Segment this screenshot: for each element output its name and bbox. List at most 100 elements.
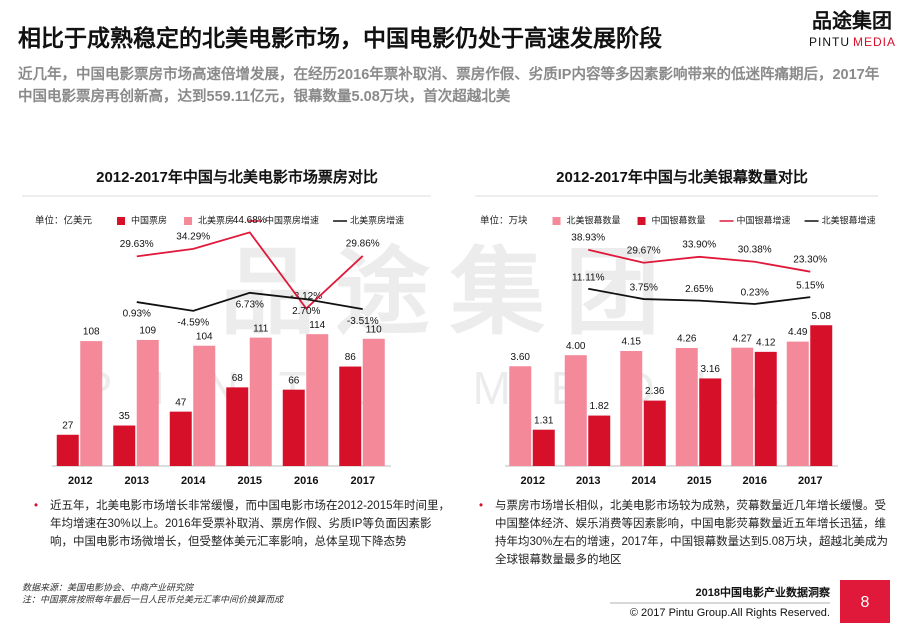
data-label: 5.08 (812, 311, 832, 322)
data-label: 108 (83, 327, 100, 338)
data-label: 29.63% (120, 239, 154, 250)
line (588, 248, 811, 273)
logo: PINTU (809, 35, 850, 49)
data-label: 4.00 (566, 341, 586, 352)
data-label: 2.65% (685, 284, 713, 295)
legend-label: 中国票房增速 (265, 214, 319, 225)
legend-label: 中国银幕数量 (652, 214, 706, 225)
x-tick-label: 2012 (68, 475, 92, 487)
data-label: 86 (345, 352, 357, 363)
data-label: 44.68% (233, 215, 267, 226)
bar (56, 434, 79, 466)
data-label: 1.31 (534, 415, 554, 426)
legend-label: 中国票房 (131, 214, 167, 225)
data-label: 29.67% (627, 245, 661, 256)
page-box (840, 580, 890, 623)
bar (136, 339, 159, 466)
copyright: © 2017 Pintu Group.All Rights Reserved. (630, 607, 830, 619)
bar (564, 355, 587, 466)
bar (509, 366, 532, 466)
unit-label: 单位：亿美元 (35, 215, 93, 227)
bar (306, 334, 329, 466)
line (136, 231, 364, 310)
bar (620, 351, 643, 466)
bar (699, 378, 722, 466)
data-label: 109 (139, 326, 156, 337)
data-label: 4.15 (622, 337, 642, 348)
legend-label: 北美票房增速 (350, 214, 404, 225)
legend-label: 中国银幕增速 (737, 214, 791, 225)
page-title: 相比于成熟稳定的北美电影市场，中国电影仍处于高速发展阶段 (18, 25, 662, 51)
data-label: 27 (62, 420, 74, 431)
page-number: 8 (861, 594, 870, 611)
data-label: 0.93% (123, 309, 151, 320)
data-label: -3.51% (347, 316, 379, 327)
data-label: 2.36 (645, 386, 665, 397)
data-label: 110 (366, 324, 382, 335)
bar (193, 345, 216, 466)
data-label: -4.59% (177, 317, 209, 328)
bar (249, 337, 272, 466)
data-label: 4.27 (733, 333, 753, 344)
data-label: 111 (253, 323, 269, 334)
bar (731, 347, 754, 466)
legend-marker (637, 217, 646, 225)
footnote: 注：中国票房按照每年最后一日人民币兑美元汇率中间价换算而成 (22, 594, 285, 604)
bar (786, 341, 809, 466)
chart-title: 2012-2017年中国与北美电影市场票房对比 (96, 168, 378, 186)
data-label: 30.38% (738, 244, 772, 255)
data-label: 34.29% (176, 232, 210, 243)
bar (362, 338, 385, 466)
x-tick-label: 2017 (798, 475, 822, 487)
x-tick-label: 2017 (351, 475, 375, 487)
data-label: 47 (175, 397, 187, 408)
x-tick-label: 2012 (521, 475, 545, 487)
legend-marker (184, 217, 193, 225)
legend-marker (117, 217, 126, 225)
data-label: 35 (119, 411, 131, 422)
legend-marker (552, 217, 561, 225)
x-tick-label: 2014 (632, 475, 657, 487)
line (588, 287, 811, 305)
data-label: 38.93% (571, 232, 605, 243)
data-label: 3.75% (630, 283, 658, 294)
bar (169, 411, 192, 466)
legend-label: 北美银幕数量 (567, 214, 621, 225)
bar (226, 387, 249, 466)
bar (675, 347, 698, 466)
chart-caption: 近五年，北美电影市场增长非常缓慢，而中国电影市场在2012-2015年时间里，年… (32, 497, 450, 551)
data-label: -3.12% (290, 291, 322, 302)
data-label: 6.73% (236, 299, 264, 310)
x-tick-label: 2014 (181, 475, 206, 487)
x-tick-label: 2015 (238, 475, 262, 487)
logo: 品途集团 (812, 8, 892, 32)
data-label: 0.23% (741, 288, 769, 299)
data-label: 4.12 (756, 337, 776, 348)
data-label: 11.11% (572, 272, 605, 283)
bar (113, 425, 136, 466)
bar (588, 415, 611, 466)
x-tick-label: 2016 (743, 475, 767, 487)
chart-caption: 与票房市场增长相似，北美电影市场较为成熟，荧幕数量近几年增长缓慢。受中国整体经济… (477, 497, 895, 569)
data-label: 1.82 (590, 401, 610, 412)
data-label: 33.90% (682, 239, 716, 250)
x-tick-label: 2016 (294, 475, 318, 487)
line (136, 291, 363, 312)
x-tick-label: 2013 (576, 475, 600, 487)
data-label: 3.60 (511, 352, 531, 363)
source: 数据来源：美国电影协会、中商产业研究院 (22, 582, 195, 592)
logo: MEDIA (853, 35, 896, 49)
data-label: 5.15% (796, 281, 824, 292)
bar (282, 389, 305, 466)
data-label: 68 (232, 373, 244, 384)
bar (532, 429, 555, 466)
bar (810, 325, 833, 466)
data-label: 104 (196, 331, 213, 342)
legend-label: 北美银幕增速 (822, 214, 876, 225)
subtitle: 近几年，中国电影票房市场高速倍增发展，在经历2016年票补取消、票房作假、劣质I… (18, 67, 880, 105)
legend-label: 北美票房 (198, 214, 234, 225)
data-label: 114 (309, 320, 325, 331)
bar (643, 400, 666, 466)
